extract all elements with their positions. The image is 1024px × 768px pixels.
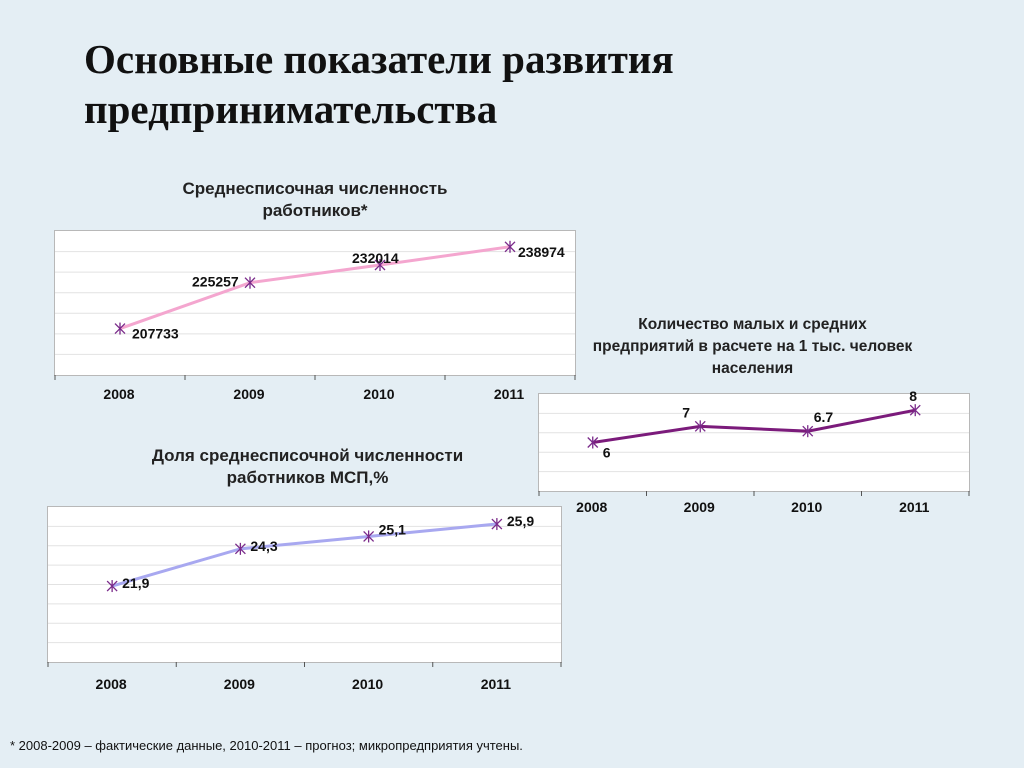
x-tick-label: 2010 [352, 676, 384, 692]
x-tick-label: 2010 [791, 499, 823, 515]
series-line [119, 245, 511, 330]
x-tick-label: 2011 [899, 499, 930, 515]
plot-area-smes-per-1000: 6 7 6.7 8 [538, 388, 970, 496]
data-point-marker [909, 404, 921, 417]
chart-title-sme-share: Доля среднесписочной численности работни… [151, 446, 464, 487]
data-label: 6 [603, 445, 611, 461]
data-label: 7 [682, 404, 690, 420]
x-tick-label: 2008 [95, 676, 127, 692]
data-label: 24,3 [250, 538, 277, 554]
chart-svg-sme-share: 21,9 24,3 25,1 25,9 [47, 513, 562, 667]
x-tick-label: 2009 [233, 386, 265, 402]
chart-svg-smes-per-1000: 67 6.78 [538, 388, 970, 496]
data-label: 232014 [352, 250, 399, 266]
data-label: 8 [909, 388, 917, 404]
data-label: 225257 [192, 274, 239, 290]
x-tick-label: 2008 [576, 499, 608, 515]
footnote: * 2008-2009 – фактические данные, 2010-2… [10, 738, 523, 753]
data-label: 25,1 [379, 521, 406, 537]
chart-title-smes-per-1000: Количество малых и средних предприятий в… [592, 316, 913, 377]
x-tick-label: 2009 [683, 499, 715, 515]
data-point-marker [587, 436, 599, 449]
data-point-marker [363, 530, 375, 543]
data-point-marker [114, 322, 126, 335]
data-point-marker [694, 420, 706, 433]
data-point-marker [491, 518, 503, 531]
x-tick-label: 2010 [363, 386, 395, 402]
data-point-marker [244, 276, 256, 289]
data-label: 21,9 [122, 575, 149, 591]
x-tick-label: 2008 [103, 386, 135, 402]
slide-title: Основные показатели развития предпринима… [84, 36, 674, 132]
data-point-marker [106, 580, 118, 593]
data-point-marker [374, 258, 386, 271]
data-label: 238974 [518, 244, 565, 260]
data-point-marker [504, 240, 516, 253]
chart-title-employees: Среднесписочная численность работников* [182, 179, 448, 220]
data-point-marker [802, 425, 814, 438]
data-point-marker [234, 542, 246, 555]
data-label: 6.7 [814, 409, 834, 425]
x-tick-label: 2009 [223, 676, 255, 692]
series-line [592, 408, 916, 444]
x-tick-label: 2011 [493, 386, 525, 402]
plot-area-sme-share: 21,9 24,3 25,1 25,9 [47, 506, 562, 667]
x-tick-label: 2011 [480, 676, 512, 692]
chart-svg-employees: 207733 225257 232014 238974 [54, 240, 576, 380]
series-line [111, 522, 498, 588]
data-label: 207733 [132, 326, 179, 342]
plot-area-employees: 207733 225257 232014 238974 [54, 230, 576, 380]
data-label: 25,9 [507, 513, 534, 529]
